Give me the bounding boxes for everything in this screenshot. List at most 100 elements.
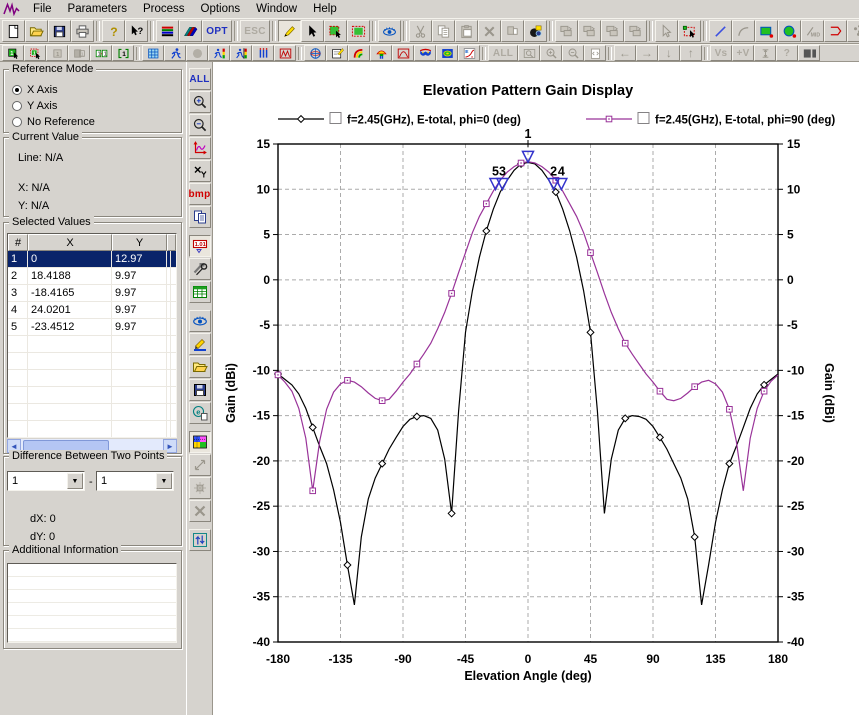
bracket-layer-button[interactable]: 1 bbox=[112, 45, 134, 61]
point1-combo[interactable]: 1 ▼ bbox=[7, 471, 85, 491]
simulate-pattern-button[interactable] bbox=[208, 45, 230, 61]
display-options-button[interactable] bbox=[189, 310, 211, 332]
table-row[interactable]: 4 24.0201 9.97 bbox=[8, 302, 176, 319]
3d-pattern-button[interactable] bbox=[414, 45, 436, 61]
menu-window[interactable]: Window bbox=[248, 1, 305, 17]
chevron-down-icon[interactable]: ▼ bbox=[156, 473, 172, 489]
x-tick-label: 180 bbox=[768, 652, 788, 666]
delete-curve-icon bbox=[192, 503, 208, 519]
draw-circle-button[interactable] bbox=[778, 20, 801, 42]
print-button[interactable] bbox=[71, 20, 94, 42]
paste-button bbox=[455, 20, 478, 42]
copy-graph-button[interactable] bbox=[189, 206, 211, 228]
current-distribution-button[interactable] bbox=[252, 45, 274, 61]
refresh-button[interactable] bbox=[189, 529, 211, 551]
gain-display-button[interactable] bbox=[348, 45, 370, 61]
data-table-button[interactable] bbox=[189, 281, 211, 303]
optimize-button[interactable]: OPT bbox=[202, 20, 232, 42]
legend-checkbox-1[interactable] bbox=[638, 113, 649, 124]
antenna-pattern-button[interactable] bbox=[370, 45, 392, 61]
export-button[interactable]: e bbox=[189, 402, 211, 424]
menu-parameters[interactable]: Parameters bbox=[60, 1, 135, 17]
legend-checkbox-0[interactable] bbox=[330, 113, 341, 124]
radio-y-axis[interactable]: Y Axis bbox=[12, 99, 57, 112]
chevron-down-icon[interactable]: ▼ bbox=[67, 473, 83, 489]
2d-pattern-button[interactable] bbox=[436, 45, 458, 61]
pan-up-icon: ↑ bbox=[688, 46, 694, 60]
additional-information-list[interactable] bbox=[7, 563, 177, 643]
x-tick-label: 45 bbox=[584, 652, 598, 666]
cell-filler bbox=[167, 251, 171, 267]
menu-file[interactable]: File bbox=[25, 1, 60, 17]
pattern-plot-button[interactable] bbox=[392, 45, 414, 61]
data-marker-dot bbox=[590, 252, 591, 253]
cut-icon bbox=[413, 24, 428, 39]
rect-select-button[interactable] bbox=[678, 20, 701, 42]
select-region-button[interactable] bbox=[347, 20, 370, 42]
draw-polygon-button[interactable] bbox=[824, 20, 847, 42]
simulate-button[interactable] bbox=[164, 45, 186, 61]
metal-layers-button[interactable] bbox=[179, 20, 202, 42]
marker-values-button[interactable]: 1.01 bbox=[189, 235, 211, 257]
menu-process[interactable]: Process bbox=[135, 1, 193, 17]
menu-help[interactable]: Help bbox=[305, 1, 345, 17]
marker-toggle-button[interactable] bbox=[189, 160, 211, 182]
expand-icon bbox=[192, 457, 208, 473]
select-arrow-button[interactable] bbox=[301, 20, 324, 42]
radio-no-reference[interactable]: No Reference bbox=[12, 115, 95, 128]
table-row-selected[interactable]: 1 0 12.97 bbox=[8, 251, 176, 268]
pan-right-icon: → bbox=[641, 46, 653, 60]
toolbar-separator bbox=[136, 47, 140, 60]
save-graph-button[interactable] bbox=[189, 379, 211, 401]
cell-x: -18.4165 bbox=[28, 285, 112, 301]
select-layer-1-button[interactable]: 1 bbox=[2, 45, 24, 61]
view-toggle-icon bbox=[382, 24, 397, 39]
radio-x-axis[interactable]: X Axis bbox=[12, 83, 58, 96]
simulate-current-button[interactable] bbox=[230, 45, 252, 61]
radiation-sphere-button[interactable] bbox=[304, 45, 326, 61]
screen-capture-button[interactable] bbox=[524, 20, 547, 42]
fit-button bbox=[189, 477, 211, 499]
menu-options[interactable]: Options bbox=[193, 1, 249, 17]
select-polygon-button[interactable] bbox=[324, 20, 347, 42]
table-row[interactable]: 5 -23.4512 9.97 bbox=[8, 319, 176, 336]
selected-point-marker[interactable] bbox=[556, 179, 567, 190]
draw-line-button[interactable] bbox=[709, 20, 732, 42]
merge-layers-button[interactable]: 1+1 bbox=[90, 45, 112, 61]
control-panel: Reference Mode X Axis Y Axis No Referenc… bbox=[0, 62, 186, 715]
elevation-pattern-chart[interactable]: 151510105500-5-5-10-10-15-15-20-20-25-25… bbox=[213, 62, 859, 715]
view-toggle-button[interactable] bbox=[378, 20, 401, 42]
help-button[interactable]: ? bbox=[102, 20, 125, 42]
point2-combo[interactable]: 1 ▼ bbox=[96, 471, 174, 491]
graph-options-button[interactable] bbox=[189, 258, 211, 280]
new-button[interactable] bbox=[2, 20, 25, 42]
open-button[interactable] bbox=[25, 20, 48, 42]
save-bmp-button[interactable]: bmp bbox=[189, 183, 211, 205]
graph-zoom-all-button[interactable]: ALL bbox=[189, 68, 211, 90]
annotate-button[interactable] bbox=[189, 333, 211, 355]
s-parameters-button[interactable] bbox=[274, 45, 296, 61]
graph-scale-button[interactable] bbox=[189, 137, 211, 159]
draw-pencil-button[interactable] bbox=[278, 20, 301, 42]
frequency-plot-button[interactable]: Ex bbox=[458, 45, 480, 61]
context-help-button[interactable]: ? bbox=[125, 20, 148, 42]
save-button[interactable] bbox=[48, 20, 71, 42]
menu-bar: File Parameters Process Options Window H… bbox=[0, 0, 859, 18]
y-tick-label-right: 15 bbox=[787, 137, 801, 151]
table-row[interactable]: 3 -18.4165 9.97 bbox=[8, 285, 176, 302]
open-graph-button[interactable] bbox=[189, 356, 211, 378]
draw-rectangle-button[interactable] bbox=[755, 20, 778, 42]
draw-circle-icon bbox=[782, 24, 797, 39]
layer-stack-button[interactable] bbox=[156, 20, 179, 42]
graph-zoom-out-button[interactable] bbox=[189, 114, 211, 136]
table-row[interactable]: 2 18.4188 9.97 bbox=[8, 268, 176, 285]
table-row-empty bbox=[8, 370, 176, 387]
mesh-button[interactable] bbox=[142, 45, 164, 61]
graph-zoom-in-button[interactable] bbox=[189, 91, 211, 113]
pan-left-button: ← bbox=[614, 45, 636, 61]
pattern-style-button[interactable] bbox=[189, 431, 211, 453]
select-layer-dashed-button[interactable]: 1 bbox=[24, 45, 46, 61]
toolbar-separator bbox=[649, 21, 653, 41]
notes-button[interactable] bbox=[326, 45, 348, 61]
dark-squares-button[interactable] bbox=[798, 45, 820, 61]
